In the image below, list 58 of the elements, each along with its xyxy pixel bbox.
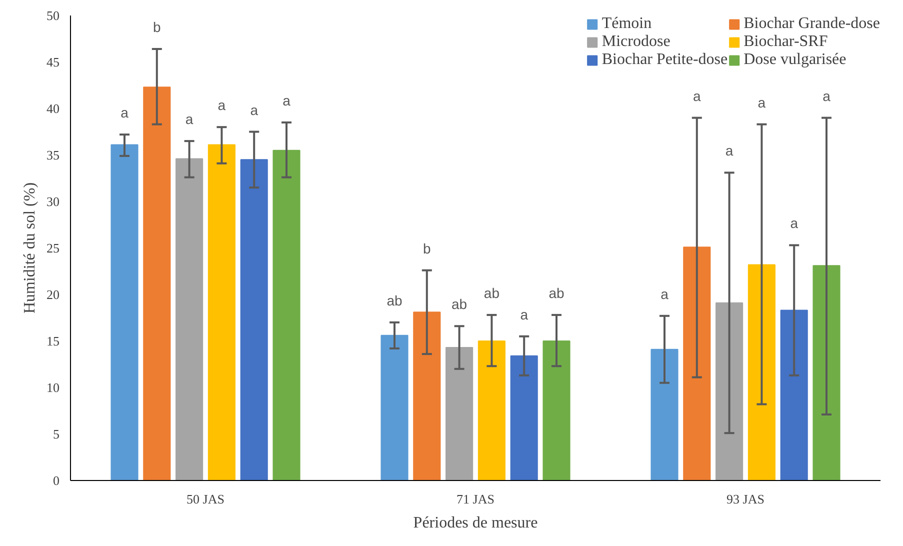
annotation: ab (484, 284, 500, 301)
x-tick-label: 93 JAS (726, 492, 764, 506)
x-tick-label: 71 JAS (456, 492, 494, 506)
annotation: a (822, 88, 831, 104)
y-tick-label: 30 (46, 194, 60, 209)
bar (478, 340, 506, 480)
bar (650, 348, 678, 480)
bar (208, 144, 236, 480)
y-tick-label: 10 (46, 380, 60, 395)
annotation: a (250, 102, 258, 118)
y-tick-label: 45 (46, 54, 60, 70)
bar (176, 158, 204, 480)
bar (143, 86, 171, 480)
annotation: a (660, 286, 669, 302)
annotation: a (282, 92, 291, 108)
annotation: a (725, 142, 734, 159)
annotation: b (153, 18, 162, 35)
bar (683, 246, 711, 480)
legend-label: Biochar-SRF (744, 33, 828, 51)
legend-label: Dose vulgarisée (744, 51, 846, 69)
annotation: a (218, 97, 226, 114)
bar (413, 312, 441, 480)
x-tick-label: 50 JAS (186, 492, 224, 506)
bar (780, 310, 808, 480)
annotation: a (790, 215, 798, 232)
bar (380, 334, 408, 480)
y-tick-label: 25 (46, 240, 60, 256)
legend-label: Microdose (602, 33, 670, 51)
annotation: a (520, 306, 528, 322)
bar (110, 144, 138, 480)
bar (812, 265, 840, 480)
annotation: ab (386, 292, 402, 308)
annotation: ab (548, 284, 564, 301)
x-axis-title: Périodes de mesure (413, 514, 538, 532)
bar (716, 302, 744, 480)
bar (510, 355, 538, 480)
legend-label: Biochar Grande-dose (744, 15, 880, 33)
annotation: a (758, 94, 766, 110)
annotation: ab (452, 296, 468, 312)
annotation: a (693, 88, 702, 104)
y-tick-label: 35 (46, 148, 60, 162)
annotation: a (120, 104, 129, 121)
y-tick-label: 20 (46, 287, 60, 302)
bar (542, 340, 570, 480)
y-axis-title: Humidité du sol (%) (22, 182, 38, 314)
y-tick-label: 5 (53, 426, 60, 442)
annotation: b (423, 240, 432, 256)
y-tick-label: 50 (46, 8, 60, 23)
bar (748, 264, 776, 480)
legend-label: Biochar Petite-dose (602, 51, 728, 69)
annotation: a (185, 111, 194, 128)
legend-label: Témoin (602, 15, 652, 33)
y-tick-label: 0 (53, 473, 60, 488)
bar (240, 159, 268, 480)
bar (446, 347, 474, 480)
bar (272, 150, 300, 480)
y-tick-label: 15 (46, 334, 60, 348)
y-tick-label: 40 (46, 101, 60, 116)
